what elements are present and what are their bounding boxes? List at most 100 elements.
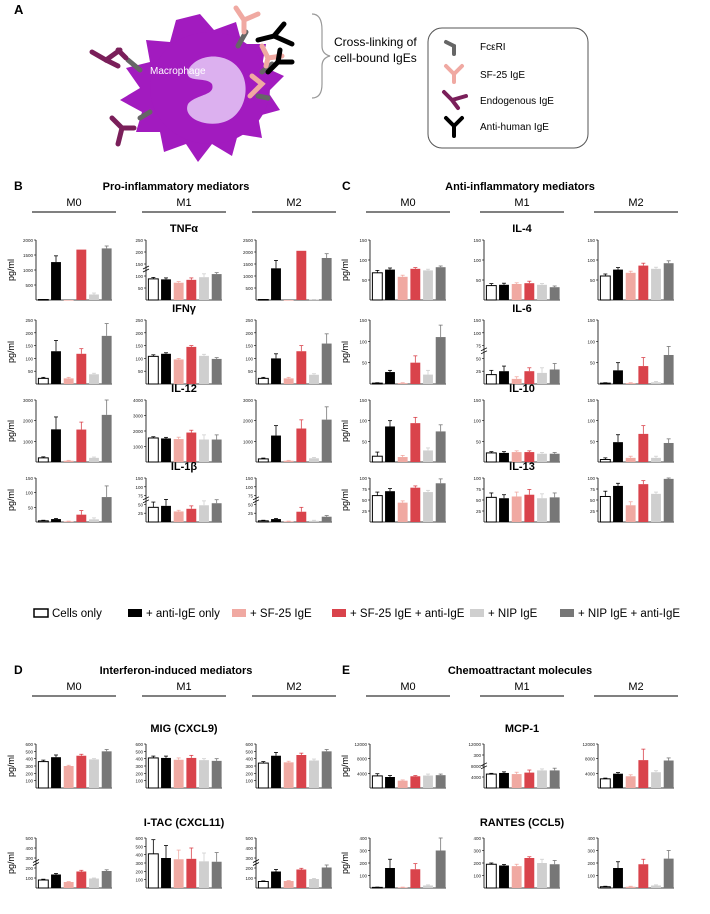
y-tick-label: 400 <box>245 846 253 851</box>
bar-sf25-ige <box>173 511 184 522</box>
bar-sf25-anti <box>524 452 535 462</box>
y-tick-label: 150 <box>245 476 253 481</box>
y-tick-label: 200 <box>473 861 481 866</box>
y-tick-label: 250 <box>245 318 253 323</box>
bar-cells-only <box>485 374 497 385</box>
legend-swatch <box>560 609 574 617</box>
bar-sf25-anti <box>638 864 649 888</box>
legend-item-nip-ige: + NIP IgE <box>470 608 538 620</box>
y-axis-label: pg/ml <box>340 489 350 511</box>
bar-sf25-anti <box>524 283 535 300</box>
y-tick-label: 500 <box>25 283 33 288</box>
section-title-e: Chemoattractant molecules <box>448 665 592 677</box>
bar-anti-ige-only <box>271 435 281 462</box>
sf25-ige-legend-icon <box>444 64 464 84</box>
bar-nip-anti <box>211 503 222 522</box>
condition-label-e-m0: M0 <box>400 681 415 693</box>
condition-label-b-m0: M0 <box>66 197 81 209</box>
legend-label: + NIP IgE + anti-IgE <box>578 608 680 620</box>
bar-nip-ige <box>89 294 99 300</box>
bar-cells-only <box>147 355 159 385</box>
bar-sf25-ige <box>511 774 522 788</box>
bar-anti-ige-only <box>271 871 281 888</box>
condition-label-e-m2: M2 <box>628 681 643 693</box>
y-tick-label: 50 <box>138 286 144 291</box>
bar-sf25-anti <box>186 279 197 300</box>
bar-sf25-anti <box>296 250 307 300</box>
y-tick-label: 2000 <box>23 419 34 424</box>
chart-e-rantes-ccl5--m1: RANTES (CCL5) 100 200 300 400 <box>473 817 564 889</box>
analyte-title: I-TAC (CXCL11) <box>144 817 225 829</box>
y-tick-label: 50 <box>362 361 368 366</box>
y-tick-label: 25 <box>248 511 254 516</box>
bar-anti-ige-only <box>499 452 509 462</box>
legend-item-sf25-anti: + SF-25 IgE + anti-IgE <box>332 608 465 620</box>
condition-label-d-m0: M0 <box>66 681 81 693</box>
bar-nip-ige <box>651 885 661 888</box>
y-tick-label: 2000 <box>243 419 254 424</box>
bar-cells-only <box>257 377 269 385</box>
bar-nip-ige <box>309 760 319 788</box>
y-tick-label: 200 <box>245 866 253 871</box>
bar-cells-only <box>257 520 269 523</box>
y-tick-label: 150 <box>25 476 33 481</box>
bar-nip-anti <box>101 414 112 462</box>
bar-sf25-ige <box>397 502 408 522</box>
bar-cells-only <box>485 452 497 463</box>
bar-sf25-anti <box>186 757 197 788</box>
bar-nip-anti <box>549 453 560 462</box>
bar-cells-only <box>485 285 497 301</box>
y-tick-label: 300 <box>245 764 253 769</box>
y-tick-label: 100 <box>587 419 595 424</box>
y-tick-label: 200 <box>245 771 253 776</box>
bar-cells-only <box>599 275 611 301</box>
y-tick-label: 25 <box>362 509 368 514</box>
y-tick-label: 100 <box>135 485 143 490</box>
bar-nip-ige <box>199 861 209 888</box>
bar-nip-ige <box>651 457 661 462</box>
bar-cells-only <box>257 458 269 463</box>
y-tick-label: 100 <box>587 874 595 879</box>
y-tick-label: 4000 <box>585 771 596 776</box>
bar-nip-ige <box>199 505 209 522</box>
y-tick-label: 100 <box>473 258 481 263</box>
bar-nip-anti <box>101 497 112 522</box>
y-axis-label: pg/ml <box>6 259 16 281</box>
bar-sf25-anti <box>296 428 307 462</box>
condition-label-b-m2: M2 <box>286 197 301 209</box>
bar-nip-ige <box>89 519 99 522</box>
y-tick-label: 4000 <box>471 775 482 780</box>
axis-break-mark <box>480 762 488 770</box>
legend-a-anti: Anti-human IgE <box>444 116 549 138</box>
bar-anti-ige-only <box>385 372 395 384</box>
brace <box>311 13 331 99</box>
chart-d-mig-cxcl9--m2: 100 200 300 400 500 600 <box>245 742 332 789</box>
bar-cells-only <box>37 377 49 385</box>
y-tick-label: 150 <box>587 318 595 323</box>
bar-sf25-ige <box>511 452 522 462</box>
y-tick-label: 250 <box>135 318 143 323</box>
bar-nip-ige <box>89 878 99 888</box>
bar-sf25-ige <box>397 887 408 888</box>
bar-sf25-ige <box>283 881 294 888</box>
analyte-title: IL-10 <box>509 383 535 395</box>
bar-anti-ige-only <box>271 519 281 522</box>
bar-sf25-ige <box>511 378 522 384</box>
chart-c-il-10-m1: IL-10 50 100 150 <box>473 383 560 463</box>
bar-anti-ige-only <box>499 498 509 522</box>
y-tick-label: 50 <box>362 278 368 283</box>
condition-label-c-m2: M2 <box>628 197 643 209</box>
y-tick-label: 400 <box>359 836 367 841</box>
y-axis-label: pg/ml <box>340 852 350 874</box>
section-title-d: Interferon-induced mediators <box>100 665 253 677</box>
bar-nip-anti <box>321 258 332 300</box>
chart-e-rantes-ccl5--m2: 100 200 300 400 <box>587 836 674 889</box>
y-tick-label: 100 <box>473 476 481 481</box>
bar-cells-only <box>485 496 497 523</box>
y-tick-label: 500 <box>25 836 33 841</box>
axis-break-mark <box>252 496 260 504</box>
chart-b-il-12-m2: 1000 2000 3000 <box>243 398 332 463</box>
y-tick-label: 50 <box>362 498 368 503</box>
bar-sf25-ige <box>397 383 408 384</box>
y-tick-label: 600 <box>25 742 33 747</box>
